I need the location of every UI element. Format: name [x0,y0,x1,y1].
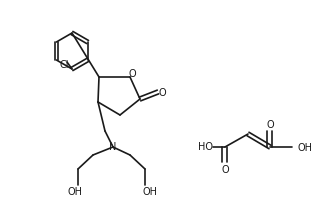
Text: OH: OH [298,142,313,152]
Text: O: O [221,164,229,174]
Text: N: N [109,141,117,151]
Text: HO: HO [198,141,213,151]
Text: OH: OH [67,186,82,196]
Text: OH: OH [142,186,157,196]
Text: Cl: Cl [59,60,69,70]
Text: O: O [158,88,166,98]
Text: O: O [266,119,274,129]
Text: O: O [128,69,136,79]
